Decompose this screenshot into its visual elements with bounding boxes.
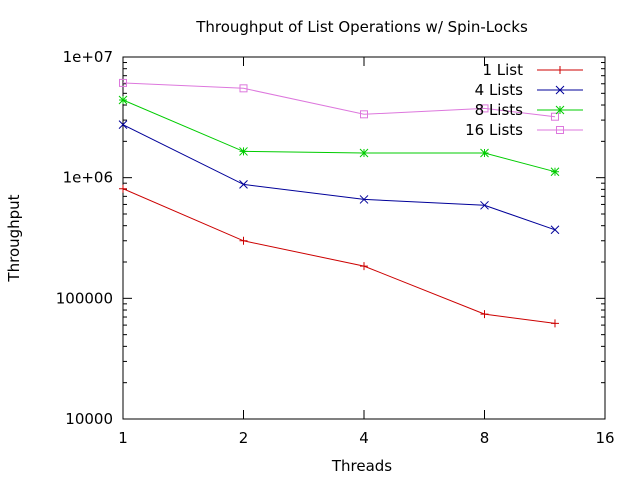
series-2 — [118, 120, 560, 235]
data-point-square — [480, 104, 489, 113]
y-tick-label: 1e+07 — [63, 48, 113, 66]
series-layer — [118, 78, 560, 328]
data-point-plus — [360, 262, 368, 271]
data-point-star — [550, 167, 560, 177]
data-point-star — [555, 105, 565, 115]
series-line — [122, 82, 556, 118]
data-point-square — [550, 112, 559, 121]
legend: 1 List 4 Lists 8 Lists 16 Lists — [465, 61, 583, 139]
series-line — [122, 124, 556, 231]
series-line — [122, 188, 556, 324]
legend-item: 4 Lists — [475, 81, 583, 99]
data-point-plus — [239, 236, 248, 245]
x-tick-label: 2 — [239, 429, 249, 447]
y-tick-label: 100000 — [56, 289, 113, 307]
data-point-plus — [550, 319, 559, 328]
data-point-cross — [118, 120, 128, 130]
x-tick-label: 8 — [480, 429, 490, 447]
legend-label: 8 Lists — [475, 101, 524, 119]
x-axis-label: Threads — [331, 457, 392, 475]
data-point-square — [119, 78, 127, 87]
series-1 — [119, 184, 559, 328]
legend-label: 1 List — [482, 61, 523, 79]
chart-title: Throughput of List Operations w/ Spin-Lo… — [195, 18, 528, 36]
series-4 — [119, 78, 559, 121]
series-3 — [118, 95, 560, 177]
data-point-cross — [550, 225, 560, 235]
data-point-star — [239, 147, 248, 156]
y-axis-label: Throughput — [5, 194, 23, 282]
legend-item: 1 List — [482, 61, 583, 79]
data-point-plus — [119, 184, 127, 193]
data-point-plus — [480, 310, 489, 319]
x-tick-label: 16 — [595, 429, 614, 447]
y-tick-label: 10000 — [65, 410, 113, 428]
x-tick-label: 4 — [359, 429, 369, 447]
data-point-cross — [480, 200, 489, 210]
data-point-star — [118, 95, 128, 105]
x-tick-label: 1 — [118, 429, 128, 447]
data-point-star — [359, 148, 369, 158]
data-point-cross — [555, 85, 565, 95]
axis-ticks: 1 2 4 8 16 10000 100000 1e+06 1e+07 — [56, 48, 615, 447]
data-point-plus — [556, 66, 564, 74]
legend-label: 4 Lists — [475, 81, 524, 99]
data-point-cross — [239, 180, 248, 189]
data-point-square — [556, 126, 564, 134]
legend-label: 16 Lists — [465, 121, 523, 139]
data-point-star — [480, 148, 489, 158]
data-point-square — [360, 110, 368, 119]
legend-item: 16 Lists — [465, 121, 583, 139]
data-point-cross — [359, 195, 369, 204]
y-tick-label: 1e+06 — [63, 169, 113, 187]
data-point-square — [239, 84, 248, 93]
legend-item: 8 Lists — [475, 101, 583, 119]
